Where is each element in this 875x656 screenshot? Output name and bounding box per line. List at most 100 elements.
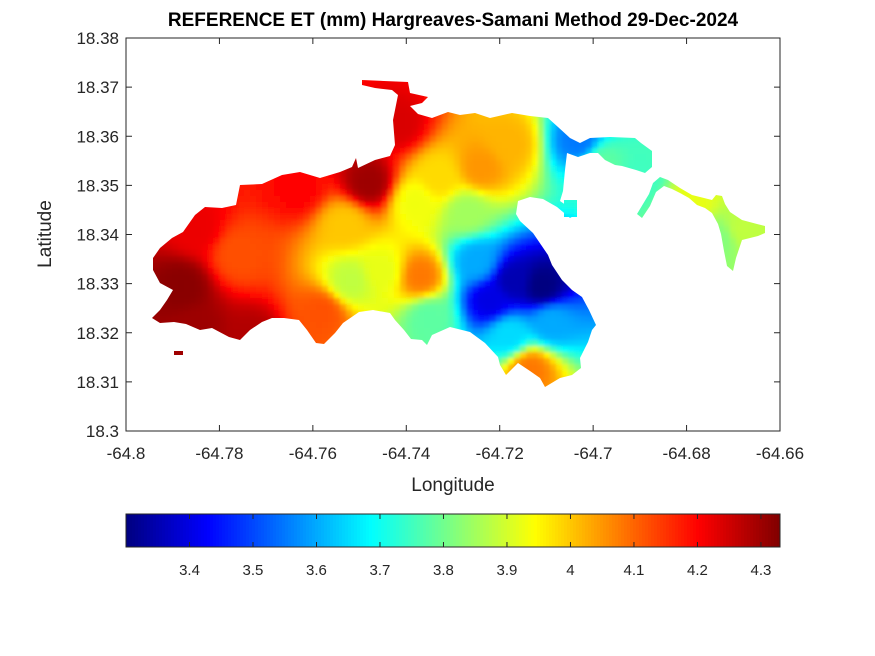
- heat-cell: [262, 310, 269, 317]
- heat-cell: [526, 256, 533, 263]
- heat-cell: [526, 160, 533, 167]
- heat-cell: [196, 292, 203, 299]
- heat-cell: [190, 232, 197, 239]
- heat-cell: [574, 142, 581, 149]
- heat-cell: [286, 304, 293, 311]
- heat-cell: [358, 184, 365, 191]
- heat-cell: [508, 118, 515, 125]
- heat-cell: [490, 262, 497, 269]
- heat-cell: [340, 286, 347, 293]
- heat-cell: [334, 268, 341, 275]
- heat-cell: [388, 250, 395, 257]
- heat-cell: [514, 304, 521, 311]
- heat-cell: [520, 346, 527, 353]
- heat-cell: [514, 352, 521, 359]
- heat-cell: [334, 262, 341, 269]
- heat-cell: [448, 190, 455, 197]
- heat-cell: [550, 196, 557, 203]
- heat-cell: [460, 292, 467, 299]
- heat-cell: [352, 274, 359, 281]
- heat-cell: [400, 208, 407, 215]
- heat-cell: [286, 244, 293, 251]
- heat-cell: [250, 286, 257, 293]
- heat-cell: [250, 232, 257, 239]
- heat-cell: [370, 80, 377, 83]
- heat-cell: [382, 286, 389, 293]
- heat-cell: [220, 268, 227, 275]
- heat-cell: [508, 346, 515, 353]
- heat-cell: [550, 178, 557, 185]
- heat-cell: [520, 124, 527, 131]
- heat-cell: [340, 184, 347, 191]
- heat-cell: [328, 250, 335, 257]
- heat-cell: [430, 250, 437, 257]
- heat-cell: [448, 316, 455, 323]
- heat-cell: [430, 184, 437, 191]
- heat-cell: [580, 316, 587, 323]
- heat-cell: [328, 280, 335, 287]
- heat-cell: [286, 262, 293, 269]
- heat-cell: [442, 148, 449, 155]
- heat-cell: [520, 268, 527, 275]
- heat-cell: [568, 358, 575, 365]
- heat-cell: [364, 196, 371, 203]
- heat-cell: [250, 214, 257, 221]
- heat-cell: [316, 244, 323, 251]
- heat-cell: [292, 190, 299, 197]
- heat-cell: [292, 172, 299, 179]
- heat-cell: [358, 238, 365, 245]
- heat-cell: [364, 280, 371, 287]
- heat-cell: [544, 124, 551, 131]
- heat-cell: [478, 130, 485, 137]
- heat-cell: [574, 310, 581, 317]
- heat-cell: [490, 232, 497, 239]
- heat-cell: [172, 250, 179, 257]
- heat-cell: [274, 190, 281, 197]
- heat-cell: [412, 160, 419, 167]
- heat-cell: [292, 304, 299, 311]
- heat-cell: [508, 112, 515, 119]
- heat-cell: [286, 202, 293, 209]
- heat-cell: [358, 298, 365, 305]
- heat-cell: [322, 250, 329, 257]
- heat-cell: [202, 226, 209, 233]
- heat-cell: [496, 178, 503, 185]
- heat-cell: [232, 274, 239, 281]
- heat-cell: [244, 220, 251, 227]
- heat-cell: [436, 262, 443, 269]
- heat-cell: [520, 130, 527, 137]
- heat-cell: [730, 256, 737, 263]
- heat-cell: [160, 304, 167, 311]
- heat-cell: [310, 256, 317, 263]
- heat-cell: [190, 310, 197, 317]
- heat-cell: [238, 328, 245, 335]
- heat-cell: [262, 214, 269, 221]
- heat-cell: [394, 208, 401, 215]
- heat-cell: [364, 190, 371, 197]
- heat-cell: [196, 244, 203, 251]
- heat-cell: [190, 292, 197, 299]
- heat-cell: [400, 184, 407, 191]
- heat-cell: [592, 142, 599, 149]
- heat-cell: [730, 220, 737, 227]
- heat-cell: [580, 340, 587, 347]
- heat-cell: [304, 322, 311, 329]
- heat-cell: [562, 154, 569, 161]
- heat-cell: [370, 178, 377, 185]
- heat-cell: [430, 208, 437, 215]
- heat-cell: [538, 268, 545, 275]
- heat-cell: [460, 208, 467, 215]
- heat-cell: [328, 214, 335, 221]
- heat-cell: [514, 262, 521, 269]
- heat-cell: [562, 286, 569, 293]
- heat-cell: [334, 208, 341, 215]
- heat-cell: [334, 214, 341, 221]
- heat-cell: [532, 244, 539, 251]
- heat-cell: [238, 256, 245, 263]
- heat-cell: [712, 214, 719, 221]
- heat-cell: [286, 256, 293, 263]
- heat-cell: [178, 310, 185, 317]
- heat-cell: [244, 280, 251, 287]
- heat-cell: [340, 220, 347, 227]
- heat-cell: [304, 196, 311, 203]
